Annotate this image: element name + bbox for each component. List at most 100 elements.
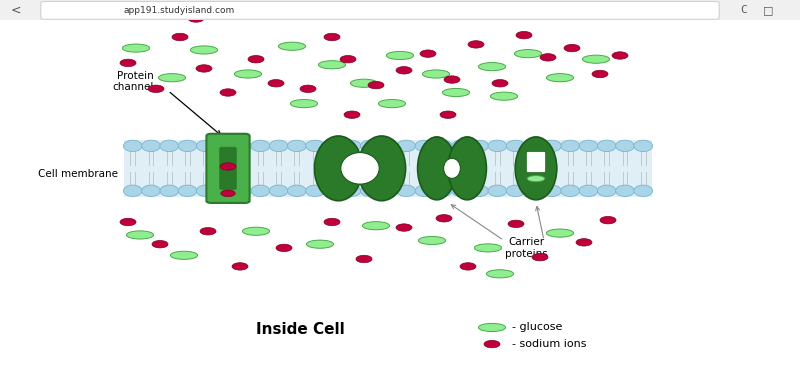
Ellipse shape — [506, 140, 525, 152]
Text: C: C — [741, 5, 747, 16]
Ellipse shape — [160, 185, 178, 196]
Circle shape — [356, 255, 372, 263]
Ellipse shape — [270, 140, 288, 152]
Circle shape — [276, 244, 292, 252]
Circle shape — [200, 228, 216, 235]
Ellipse shape — [542, 140, 562, 152]
Circle shape — [532, 253, 548, 261]
Ellipse shape — [190, 46, 218, 54]
Ellipse shape — [442, 88, 470, 97]
Circle shape — [340, 56, 356, 63]
Ellipse shape — [361, 140, 379, 152]
Circle shape — [268, 80, 284, 87]
Ellipse shape — [178, 140, 197, 152]
Ellipse shape — [422, 70, 450, 78]
Ellipse shape — [598, 140, 616, 152]
Ellipse shape — [397, 140, 415, 152]
Ellipse shape — [525, 140, 543, 152]
Ellipse shape — [170, 251, 198, 259]
Circle shape — [612, 52, 628, 59]
Ellipse shape — [278, 42, 306, 50]
Circle shape — [120, 218, 136, 226]
Ellipse shape — [123, 185, 142, 196]
Circle shape — [248, 56, 264, 63]
Circle shape — [492, 80, 508, 87]
Text: Outside Cell: Outside Cell — [348, 7, 452, 22]
Ellipse shape — [158, 74, 186, 82]
Circle shape — [592, 70, 608, 78]
Ellipse shape — [488, 140, 506, 152]
Ellipse shape — [251, 185, 270, 196]
Text: app191.studyisland.com: app191.studyisland.com — [124, 6, 235, 15]
Ellipse shape — [251, 140, 270, 152]
Ellipse shape — [415, 140, 434, 152]
Ellipse shape — [358, 136, 406, 201]
Ellipse shape — [546, 229, 574, 237]
Circle shape — [396, 224, 412, 231]
Circle shape — [436, 215, 452, 222]
Ellipse shape — [561, 185, 580, 196]
Ellipse shape — [488, 185, 506, 196]
Text: <: < — [10, 4, 22, 17]
Circle shape — [148, 85, 164, 92]
Ellipse shape — [214, 185, 234, 196]
Circle shape — [220, 89, 236, 96]
Ellipse shape — [418, 137, 456, 200]
Ellipse shape — [126, 231, 154, 239]
Ellipse shape — [474, 244, 502, 252]
Ellipse shape — [386, 51, 414, 60]
Ellipse shape — [160, 140, 178, 152]
Ellipse shape — [470, 185, 489, 196]
Circle shape — [564, 44, 580, 52]
Circle shape — [516, 31, 532, 39]
Ellipse shape — [448, 137, 486, 200]
Ellipse shape — [470, 140, 489, 152]
Ellipse shape — [490, 92, 518, 100]
Ellipse shape — [546, 74, 574, 82]
Circle shape — [440, 111, 456, 118]
Circle shape — [484, 340, 500, 348]
Ellipse shape — [478, 323, 506, 332]
Ellipse shape — [527, 176, 545, 182]
Ellipse shape — [233, 140, 251, 152]
Text: Inside Cell: Inside Cell — [256, 322, 344, 337]
Bar — [124, 139, 652, 197]
Ellipse shape — [415, 185, 434, 196]
Circle shape — [120, 59, 136, 67]
Circle shape — [444, 76, 460, 83]
Ellipse shape — [318, 61, 346, 69]
Circle shape — [540, 54, 556, 61]
Ellipse shape — [306, 140, 325, 152]
Circle shape — [220, 163, 236, 170]
Ellipse shape — [378, 140, 398, 152]
Ellipse shape — [582, 55, 610, 63]
Circle shape — [508, 220, 524, 228]
Ellipse shape — [634, 185, 653, 196]
Ellipse shape — [434, 140, 452, 152]
Ellipse shape — [287, 140, 306, 152]
Ellipse shape — [341, 152, 379, 184]
Ellipse shape — [214, 140, 234, 152]
Circle shape — [196, 65, 212, 72]
Circle shape — [460, 263, 476, 270]
Ellipse shape — [443, 158, 460, 178]
Ellipse shape — [123, 140, 142, 152]
Ellipse shape — [142, 185, 160, 196]
FancyBboxPatch shape — [220, 147, 236, 189]
Ellipse shape — [324, 140, 342, 152]
Circle shape — [420, 50, 436, 57]
Ellipse shape — [122, 44, 150, 52]
Ellipse shape — [362, 222, 390, 230]
Text: □: □ — [762, 5, 774, 16]
Ellipse shape — [598, 185, 616, 196]
Ellipse shape — [451, 185, 470, 196]
Ellipse shape — [514, 50, 542, 58]
Ellipse shape — [542, 185, 562, 196]
Ellipse shape — [397, 185, 415, 196]
Ellipse shape — [579, 185, 598, 196]
Ellipse shape — [324, 185, 342, 196]
Ellipse shape — [506, 185, 525, 196]
Ellipse shape — [361, 185, 379, 196]
Circle shape — [232, 263, 248, 270]
Ellipse shape — [196, 140, 215, 152]
